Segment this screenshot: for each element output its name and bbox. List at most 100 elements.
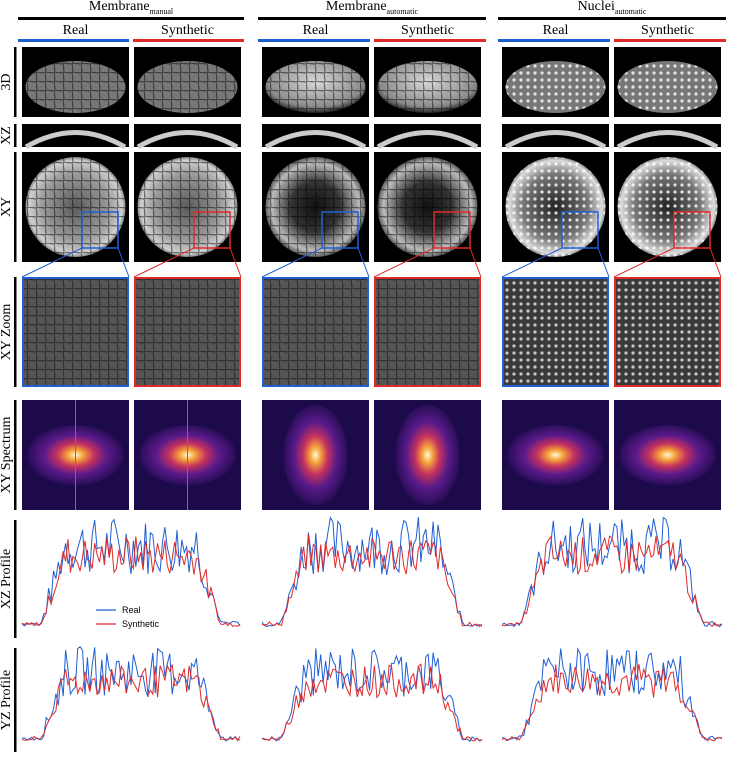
real-rule <box>18 39 129 42</box>
zoom-frame <box>614 277 721 387</box>
profile-real <box>501 647 723 741</box>
zoom-connector <box>613 247 675 278</box>
embryo-xz <box>24 130 127 150</box>
zoom-connector <box>357 247 370 278</box>
column-title-main: Membrane <box>89 0 150 14</box>
column-title-subscript: automatic <box>387 7 419 16</box>
column-title-subscript: automatic <box>615 7 647 16</box>
embryo-3d-texture <box>505 61 606 113</box>
column-title-subscript: manual <box>150 7 174 16</box>
real-label: Real <box>63 23 89 38</box>
profile-synthetic <box>501 664 723 742</box>
header-rule <box>498 17 726 20</box>
image-zoom-texture <box>614 277 721 387</box>
embryo-xz <box>616 130 719 150</box>
real-rule <box>258 39 370 42</box>
zoom-box <box>673 211 711 249</box>
zoom-connector <box>261 247 323 278</box>
image-zoom-texture <box>262 277 369 387</box>
image-xz <box>134 124 241 147</box>
zoom-box <box>561 211 599 249</box>
zoom-connector <box>229 247 242 278</box>
embryo-3d-texture <box>137 61 238 113</box>
row-label: XY Spectrum <box>0 416 14 493</box>
image-xz <box>22 124 129 147</box>
row-label: XY <box>0 197 14 217</box>
embryo-xz <box>136 130 239 150</box>
zoom-connector <box>469 247 482 278</box>
spectrum-glow <box>507 425 604 485</box>
zoom-frame <box>134 277 241 387</box>
column-title-main: Membrane <box>326 0 387 14</box>
legend-synthetic-label: Synthetic <box>122 619 160 629</box>
spectrum-glow <box>283 405 348 505</box>
profile-real <box>261 648 483 743</box>
embryo-3d-texture <box>25 61 126 113</box>
zoom-connector <box>501 247 563 278</box>
embryo-xz <box>264 130 367 150</box>
profile-synthetic <box>21 536 241 627</box>
row-bar <box>14 152 17 262</box>
row-label: XZ Profile <box>0 549 14 609</box>
synthetic-rule <box>614 39 726 42</box>
zoom-frame <box>502 277 609 387</box>
image-zoom-texture <box>134 277 241 387</box>
zoom-frame <box>374 277 481 387</box>
row-bar <box>14 124 17 147</box>
row-bar <box>14 47 17 117</box>
zoom-connector <box>133 247 195 278</box>
synthetic-rule <box>374 39 486 42</box>
profile-real <box>261 516 483 628</box>
row-bar <box>14 400 17 510</box>
column-title-main: Nuclei <box>578 0 615 14</box>
legend-real-label: Real <box>122 605 141 615</box>
spectrum-glow <box>395 405 460 505</box>
real-label: Real <box>303 23 329 38</box>
row-bar <box>14 277 17 387</box>
real-rule <box>498 39 610 42</box>
embryo-xz <box>376 130 479 150</box>
column-title: Membraneautomatic <box>326 0 419 16</box>
profile-synthetic <box>261 534 483 628</box>
embryo-xy-texture <box>265 157 366 257</box>
zoom-box <box>433 211 471 249</box>
zoom-box <box>321 211 359 249</box>
row-bar <box>14 520 17 638</box>
profile-real <box>21 646 241 742</box>
image-xz <box>502 124 609 147</box>
zoom-frame <box>22 277 129 387</box>
profile-synthetic <box>261 663 483 742</box>
row-label: 3D <box>0 73 14 90</box>
profile-real <box>501 516 723 628</box>
zoom-connector <box>21 247 83 278</box>
column-title: Membranemanual <box>89 0 174 16</box>
embryo-xy-texture <box>25 157 126 257</box>
embryo-xy-texture <box>137 157 238 257</box>
row-label: XZ <box>0 126 14 145</box>
profile-real <box>21 518 241 627</box>
profile-synthetic <box>21 663 241 742</box>
zoom-connector <box>373 247 435 278</box>
profile-synthetic <box>501 535 723 628</box>
image-xz <box>262 124 369 147</box>
column-title: Nucleiautomatic <box>578 0 647 16</box>
embryo-3d-texture <box>617 61 718 113</box>
zoom-connector <box>709 247 722 278</box>
zoom-frame <box>262 277 369 387</box>
header-rule <box>18 17 244 20</box>
image-zoom-texture <box>502 277 609 387</box>
zoom-connector <box>597 247 610 278</box>
zoom-connector <box>117 247 130 278</box>
image-zoom-texture <box>374 277 481 387</box>
embryo-3d-texture <box>265 61 366 113</box>
embryo-xy-texture <box>617 157 718 257</box>
real-label: Real <box>543 23 569 38</box>
embryo-xz <box>504 130 607 150</box>
image-xz <box>614 124 721 147</box>
synthetic-label: Synthetic <box>401 23 454 38</box>
synthetic-label: Synthetic <box>641 23 694 38</box>
row-label: YZ Profile <box>0 670 14 730</box>
spectrum-glow <box>619 425 716 485</box>
synthetic-label: Synthetic <box>161 23 214 38</box>
